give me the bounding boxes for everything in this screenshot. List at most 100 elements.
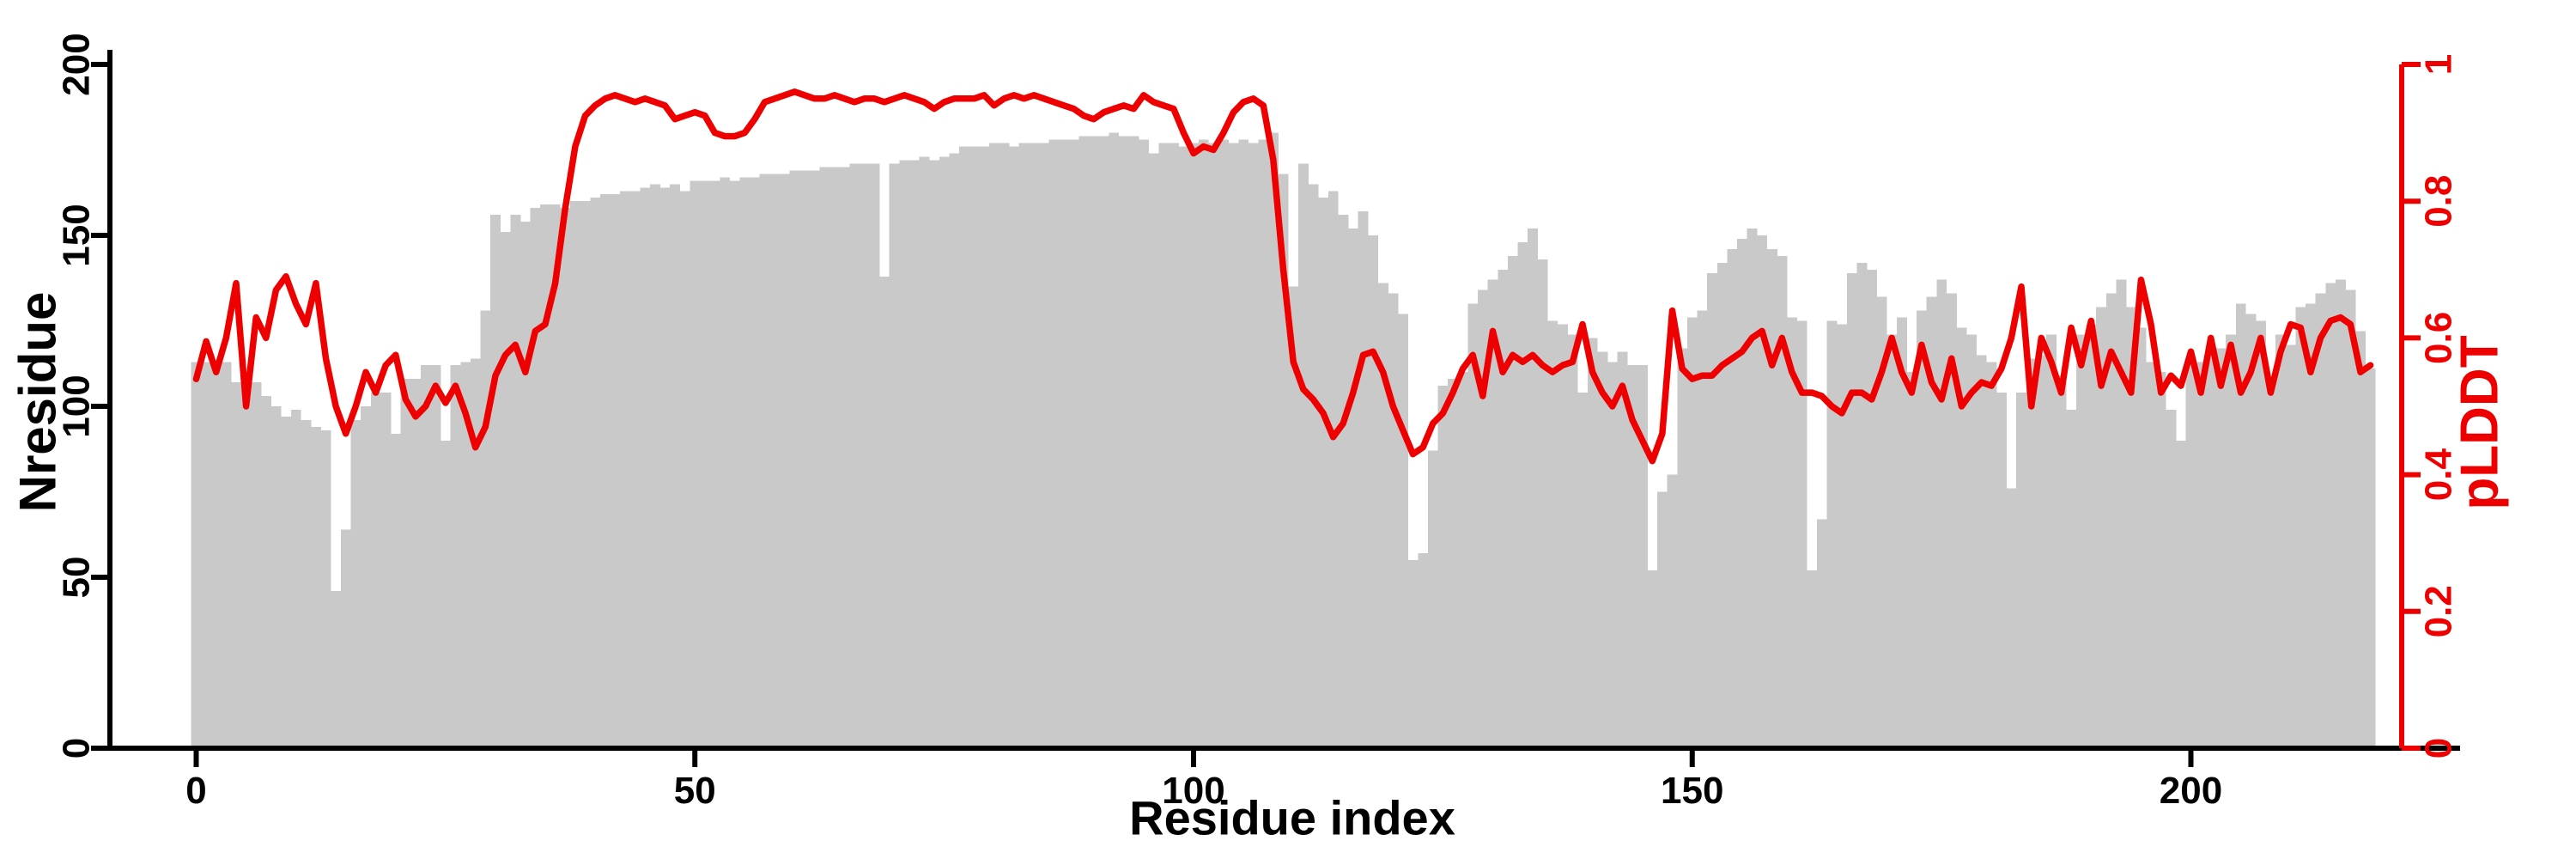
bar	[350, 419, 361, 748]
bar	[440, 440, 452, 748]
bar	[1169, 143, 1179, 748]
bar	[500, 232, 511, 748]
bar	[1258, 139, 1269, 749]
bar	[2235, 303, 2246, 749]
bar	[2176, 440, 2187, 748]
bar	[2245, 314, 2257, 748]
bar	[2136, 327, 2147, 748]
bar	[1727, 248, 1738, 748]
bar	[221, 362, 232, 748]
bar	[610, 194, 621, 748]
bar	[620, 191, 631, 749]
bar	[1368, 235, 1379, 748]
left-axis-title: Nresidue	[9, 291, 67, 513]
bar	[999, 143, 1010, 748]
x-tick-label: 150	[1661, 770, 1723, 812]
bar	[2046, 334, 2057, 748]
bar	[1647, 570, 1658, 748]
bar	[849, 163, 860, 748]
bar	[969, 146, 980, 748]
bar	[780, 174, 790, 748]
bar	[1856, 262, 1868, 748]
bar	[510, 215, 521, 749]
y-left-tick-label: 0	[56, 738, 98, 758]
bar	[580, 201, 591, 748]
bar	[370, 393, 381, 748]
bar	[1816, 519, 1827, 748]
bar	[629, 191, 641, 749]
bar	[1796, 320, 1807, 748]
bar	[1737, 239, 1747, 748]
bar	[1906, 372, 1917, 748]
bar	[1358, 211, 1369, 749]
y-right-tick-label: 0.6	[2418, 312, 2460, 364]
bar	[2075, 334, 2087, 748]
bar	[1467, 303, 1479, 749]
bar	[1498, 269, 1509, 748]
y-right-tick-label: 1	[2418, 54, 2460, 75]
bar	[2185, 358, 2196, 748]
bar	[1597, 351, 1608, 748]
bar	[819, 167, 830, 748]
bar	[240, 382, 252, 748]
bar	[2365, 369, 2376, 748]
bar	[679, 191, 690, 749]
bar	[700, 180, 711, 749]
bar	[939, 156, 950, 748]
bar	[320, 430, 331, 748]
bar	[2215, 348, 2227, 748]
bar	[2155, 372, 2166, 748]
bar	[809, 170, 820, 748]
bar	[2315, 293, 2326, 748]
bar	[2166, 410, 2177, 748]
y-right-tick-label: 0.8	[2418, 175, 2460, 228]
plddt-line	[192, 88, 2374, 465]
bar	[2116, 279, 2127, 748]
bar	[1607, 362, 1618, 748]
x-axis-title: Residue index	[1129, 790, 1455, 845]
bar	[261, 396, 271, 748]
bar	[1757, 235, 1768, 748]
bar	[1707, 272, 1718, 748]
bar	[1327, 191, 1339, 749]
x-tick-label: 0	[185, 770, 206, 812]
bar	[490, 215, 501, 749]
bar	[1039, 143, 1049, 748]
bar	[1248, 143, 1259, 748]
bar	[1437, 386, 1449, 748]
bar	[530, 208, 541, 748]
bar	[2126, 307, 2136, 749]
bar	[979, 146, 990, 748]
bar	[2285, 344, 2296, 748]
bar	[1936, 279, 1947, 748]
bar	[1418, 553, 1429, 748]
bar	[550, 204, 561, 748]
bar	[889, 163, 900, 748]
y-left-tick-label: 200	[56, 33, 98, 95]
bar	[1807, 570, 1818, 748]
bar	[2026, 358, 2037, 748]
bar	[1557, 324, 1568, 748]
bar	[1976, 355, 1987, 748]
bar	[759, 174, 770, 748]
bar	[1657, 491, 1668, 748]
bar	[2345, 289, 2356, 748]
bar	[1487, 279, 1498, 748]
bar	[2325, 283, 2336, 748]
bar	[859, 163, 870, 748]
bar	[400, 379, 411, 748]
y-left-tick-label: 50	[56, 557, 98, 599]
bar	[430, 365, 441, 748]
bar	[2096, 307, 2107, 749]
bar	[1846, 272, 1857, 748]
bar	[570, 201, 581, 748]
bar	[540, 204, 551, 748]
bar	[1637, 365, 1648, 748]
bar	[331, 590, 342, 748]
bar	[799, 170, 811, 748]
bar	[2146, 362, 2157, 748]
bar	[520, 222, 531, 749]
bar	[1946, 293, 1957, 748]
bar	[1766, 248, 1777, 748]
